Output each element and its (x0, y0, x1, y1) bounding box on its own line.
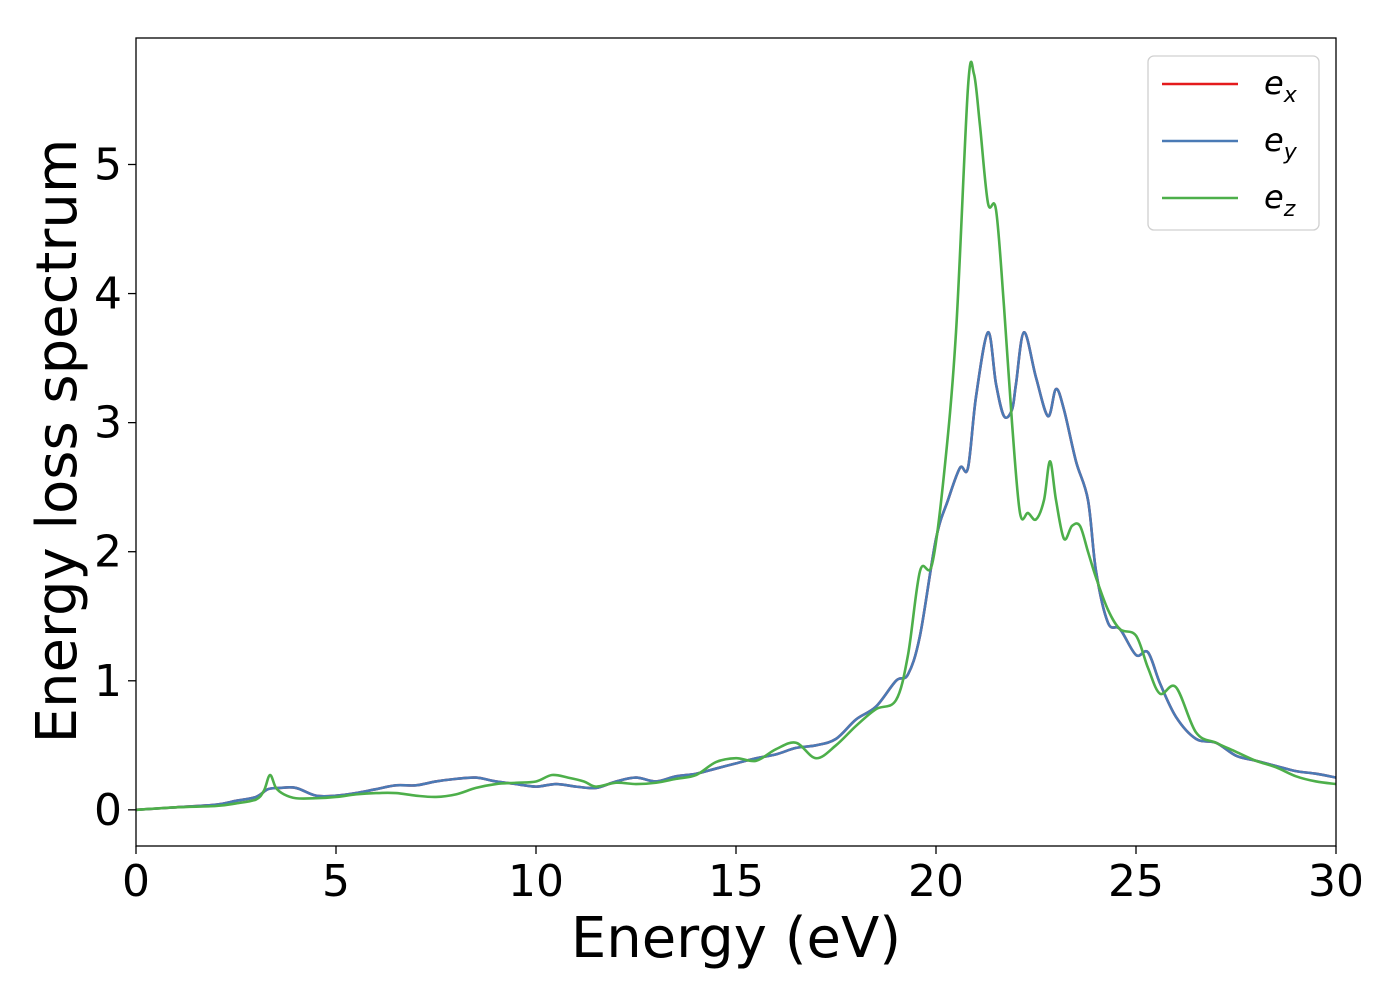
y-tick-label: 3 (94, 398, 122, 449)
series-line-x (136, 330, 1336, 812)
legend-frame (1147, 55, 1320, 231)
legend-label: ez (1264, 178, 1296, 222)
x-axis-ticks: 0 5 10 15 20 25 30 (122, 846, 1364, 907)
y-tick-label: 5 (94, 139, 122, 190)
x-tick-label: 5 (322, 856, 350, 907)
x-tick-label: 10 (508, 856, 564, 907)
legend-item-z: ez (1162, 178, 1296, 222)
legend-label: ey (1264, 121, 1298, 165)
x-tick-label: 0 (122, 856, 150, 907)
series-line-z (136, 60, 1336, 812)
x-tick-label: 15 (708, 856, 764, 907)
legend: ex ey ez (1147, 55, 1320, 231)
x-tick-label: 30 (1308, 856, 1364, 907)
legend-item-y: ey (1162, 121, 1298, 165)
series-line-y (136, 330, 1336, 812)
x-tick-label: 20 (908, 856, 964, 907)
x-axis-title: Energy (eV) (571, 906, 901, 971)
y-tick-label: 4 (94, 269, 122, 320)
y-tick-label: 2 (94, 527, 122, 578)
plot-lines (136, 60, 1336, 812)
legend-item-x: ex (1162, 64, 1298, 108)
y-axis-ticks: 0 1 2 3 4 5 (94, 139, 136, 836)
legend-label: ex (1264, 64, 1298, 108)
y-axis-title: Energy loss spectrum (25, 139, 90, 744)
x-tick-label: 25 (1108, 856, 1164, 907)
y-tick-label: 0 (94, 785, 122, 836)
y-tick-label: 1 (94, 656, 122, 707)
